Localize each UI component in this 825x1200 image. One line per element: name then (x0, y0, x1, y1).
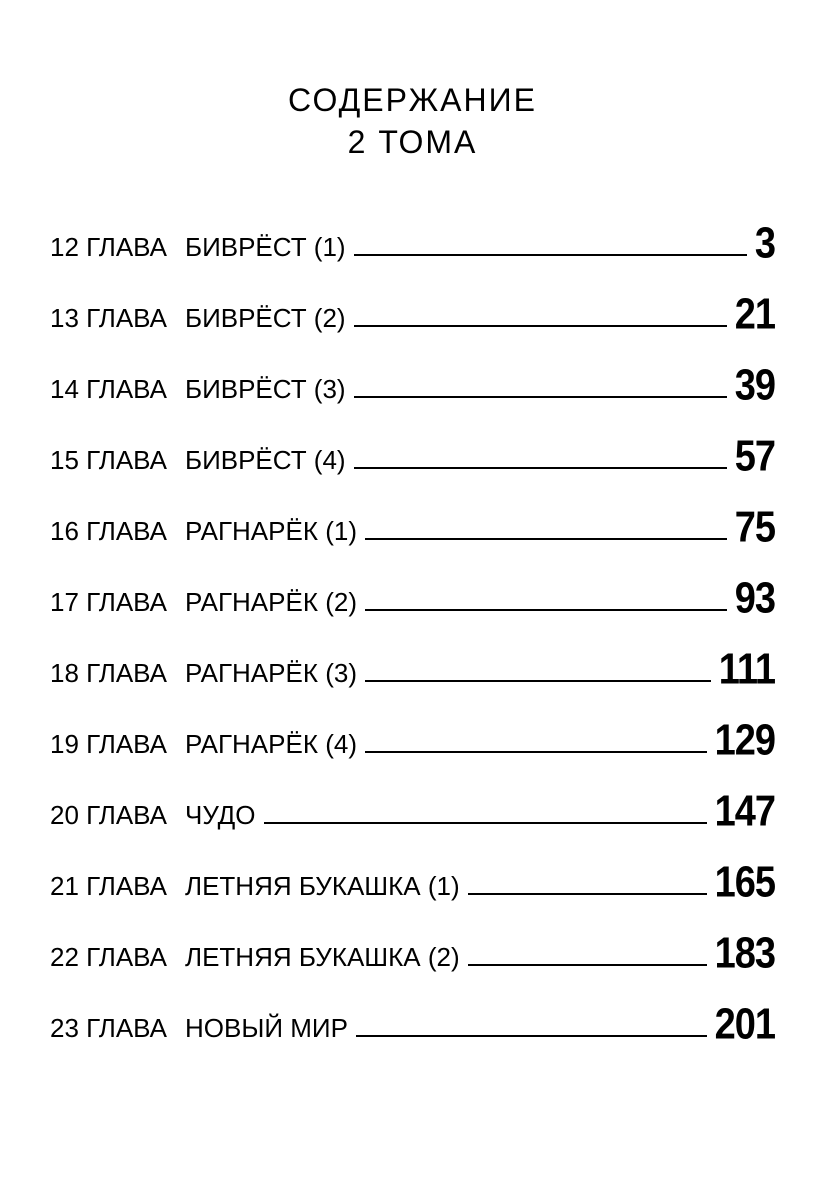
chapter-number: 13 ГЛАВА (50, 303, 167, 334)
chapter-number: 16 ГЛАВА (50, 516, 167, 547)
chapter-number: 23 ГЛАВА (50, 1013, 167, 1044)
toc-row: 16 ГЛАВА РАГНАРЁК (1) 75 (50, 507, 775, 550)
chapter-title: РАГНАРЁК (4) (185, 729, 357, 760)
chapter-title: РАГНАРЁК (2) (185, 587, 357, 618)
page-number: 201 (715, 1001, 775, 1050)
leader-line (264, 822, 707, 824)
leader-line (354, 254, 747, 256)
toc-row: 17 ГЛАВА РАГНАРЁК (2) 93 (50, 578, 775, 621)
page-number: 3 (755, 220, 775, 269)
chapter-title: БИВРЁСТ (4) (185, 445, 346, 476)
page-number: 129 (715, 717, 775, 766)
chapter-number: 19 ГЛАВА (50, 729, 167, 760)
page-number: 147 (715, 788, 775, 837)
chapter-number: 12 ГЛАВА (50, 232, 167, 263)
leader-line (468, 964, 707, 966)
page-number: 39 (735, 362, 775, 411)
toc-row: 14 ГЛАВА БИВРЁСТ (3) 39 (50, 365, 775, 408)
leader-line (365, 680, 711, 682)
chapter-number: 18 ГЛАВА (50, 658, 167, 689)
chapter-title: НОВЫЙ МИР (185, 1013, 348, 1044)
table-of-contents: 12 ГЛАВА БИВРЁСТ (1) 3 13 ГЛАВА БИВРЁСТ (2) 2… (50, 223, 775, 1047)
chapter-title: ЧУДО (185, 800, 256, 831)
toc-row: 18 ГЛАВА РАГНАРЁК (3) 111 (50, 649, 775, 692)
chapter-number: 14 ГЛАВА (50, 374, 167, 405)
page-number: 165 (715, 859, 775, 908)
toc-row: 12 ГЛАВА БИВРЁСТ (1) 3 (50, 223, 775, 266)
header-title-line1: СОДЕРЖАНИЕ (50, 80, 775, 122)
page-number: 21 (735, 291, 775, 340)
page-header: СОДЕРЖАНИЕ 2 ТОМА (50, 80, 775, 163)
leader-line (354, 467, 727, 469)
chapter-number: 17 ГЛАВА (50, 587, 167, 618)
leader-line (354, 325, 727, 327)
leader-line (468, 893, 707, 895)
page-number: 93 (735, 575, 775, 624)
toc-row: 20 ГЛАВА ЧУДО 147 (50, 791, 775, 834)
chapter-title: РАГНАРЁК (3) (185, 658, 357, 689)
leader-line (365, 609, 727, 611)
chapter-number: 22 ГЛАВА (50, 942, 167, 973)
chapter-title: РАГНАРЁК (1) (185, 516, 357, 547)
toc-row: 19 ГЛАВА РАГНАРЁК (4) 129 (50, 720, 775, 763)
toc-row: 13 ГЛАВА БИВРЁСТ (2) 21 (50, 294, 775, 337)
leader-line (365, 751, 707, 753)
chapter-number: 21 ГЛАВА (50, 871, 167, 902)
chapter-title: ЛЕТНЯЯ БУКАШКА (2) (185, 942, 460, 973)
page-number: 75 (735, 504, 775, 553)
toc-row: 15 ГЛАВА БИВРЁСТ (4) 57 (50, 436, 775, 479)
page-number: 111 (719, 646, 775, 695)
chapter-title: БИВРЁСТ (1) (185, 232, 346, 263)
chapter-number: 15 ГЛАВА (50, 445, 167, 476)
toc-row: 23 ГЛАВА НОВЫЙ МИР 201 (50, 1004, 775, 1047)
chapter-title: БИВРЁСТ (3) (185, 374, 346, 405)
leader-line (365, 538, 727, 540)
chapter-title: ЛЕТНЯЯ БУКАШКА (1) (185, 871, 460, 902)
page-number: 183 (715, 930, 775, 979)
chapter-number: 20 ГЛАВА (50, 800, 167, 831)
header-title-line2: 2 ТОМА (50, 122, 775, 164)
leader-line (354, 396, 727, 398)
toc-row: 22 ГЛАВА ЛЕТНЯЯ БУКАШКА (2) 183 (50, 933, 775, 976)
page-number: 57 (735, 433, 775, 482)
toc-row: 21 ГЛАВА ЛЕТНЯЯ БУКАШКА (1) 165 (50, 862, 775, 905)
leader-line (356, 1035, 707, 1037)
chapter-title: БИВРЁСТ (2) (185, 303, 346, 334)
